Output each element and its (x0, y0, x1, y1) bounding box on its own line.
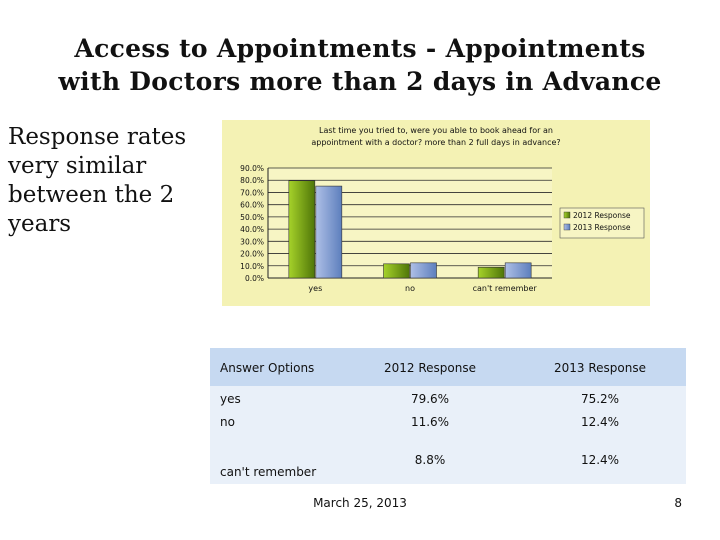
table-header-2012: 2012 Response (384, 361, 476, 375)
x-tick-label: no (405, 284, 415, 293)
table-cell-2012: 11.6% (410, 415, 450, 429)
table-cell-2013: 75.2% (580, 392, 620, 406)
y-tick-label: 40.0% (240, 225, 264, 234)
table-cell-2012: 8.8% (414, 453, 446, 467)
data-table: Answer Options 2012 Response 2013 Respon… (210, 348, 686, 484)
side-note: Response rates very similar between the … (8, 123, 208, 239)
bar-2012-can-t-remember (477, 266, 505, 279)
bar-2012-no (383, 263, 410, 279)
y-tick-label: 30.0% (240, 237, 264, 246)
y-tick-label: 10.0% (240, 262, 264, 271)
table-row: can't remember 8.8% 12.4% (210, 438, 686, 484)
table-cell-label: can't remember (220, 465, 317, 479)
bar-2012-yes (288, 180, 316, 279)
table-cell-label: no (220, 415, 235, 429)
bar-2013-yes (315, 185, 343, 279)
legend-swatch (563, 211, 571, 219)
table-cell-2013: 12.4% (580, 453, 620, 467)
footer-date: March 25, 2013 (313, 496, 407, 510)
x-tick-label: can't remember (473, 284, 538, 293)
legend-swatch (563, 223, 571, 231)
chart-title: appointment with a doctor? more than 2 f… (311, 138, 560, 147)
y-tick-label: 90.0% (240, 164, 264, 173)
y-tick-label: 50.0% (240, 213, 264, 222)
slide-title-line-1: Access to Appointments - Appointments (74, 34, 646, 63)
side-note-line: very similar (8, 153, 147, 179)
slide-title: Access to Appointments - Appointments wi… (0, 32, 720, 98)
y-tick-label: 60.0% (240, 201, 264, 210)
legend-box (559, 207, 645, 239)
table-header-answer-options: Answer Options (220, 361, 315, 375)
table-row: no 11.6% 12.4% (210, 410, 686, 438)
table-cell-2013: 12.4% (580, 415, 620, 429)
bar-chart: Last time you tried to, were you able to… (240, 126, 645, 293)
y-tick-label: 70.0% (240, 188, 264, 197)
side-note-line: Response rates (8, 124, 187, 150)
plot-area (268, 168, 552, 278)
table-header-row: Answer Options 2012 Response 2013 Respon… (210, 348, 686, 386)
legend-label: 2013 Response (573, 223, 631, 232)
bar-2013-can-t-remember (504, 262, 532, 279)
y-tick-label: 20.0% (240, 250, 264, 259)
table-cell-label: yes (220, 392, 241, 406)
side-note-line: years (8, 211, 72, 237)
table-body: yes 79.6% 75.2% no 11.6% 12.4% can't rem… (210, 386, 686, 484)
legend-label: 2012 Response (573, 211, 631, 220)
table-header-2013: 2013 Response (554, 361, 646, 375)
page-number: 8 (674, 496, 682, 510)
side-note-line: between the 2 (8, 182, 175, 208)
x-tick-label: yes (308, 284, 322, 293)
bar-2013-no (410, 262, 437, 279)
table-row: yes 79.6% 75.2% (210, 386, 686, 410)
y-tick-label: 0.0% (245, 274, 264, 283)
y-tick-label: 80.0% (240, 176, 264, 185)
chart-panel: Last time you tried to, were you able to… (222, 120, 650, 306)
slide-title-line-2: with Doctors more than 2 days in Advance (58, 67, 662, 96)
table-cell-2012: 79.6% (410, 392, 450, 406)
chart-title: Last time you tried to, were you able to… (319, 126, 553, 135)
